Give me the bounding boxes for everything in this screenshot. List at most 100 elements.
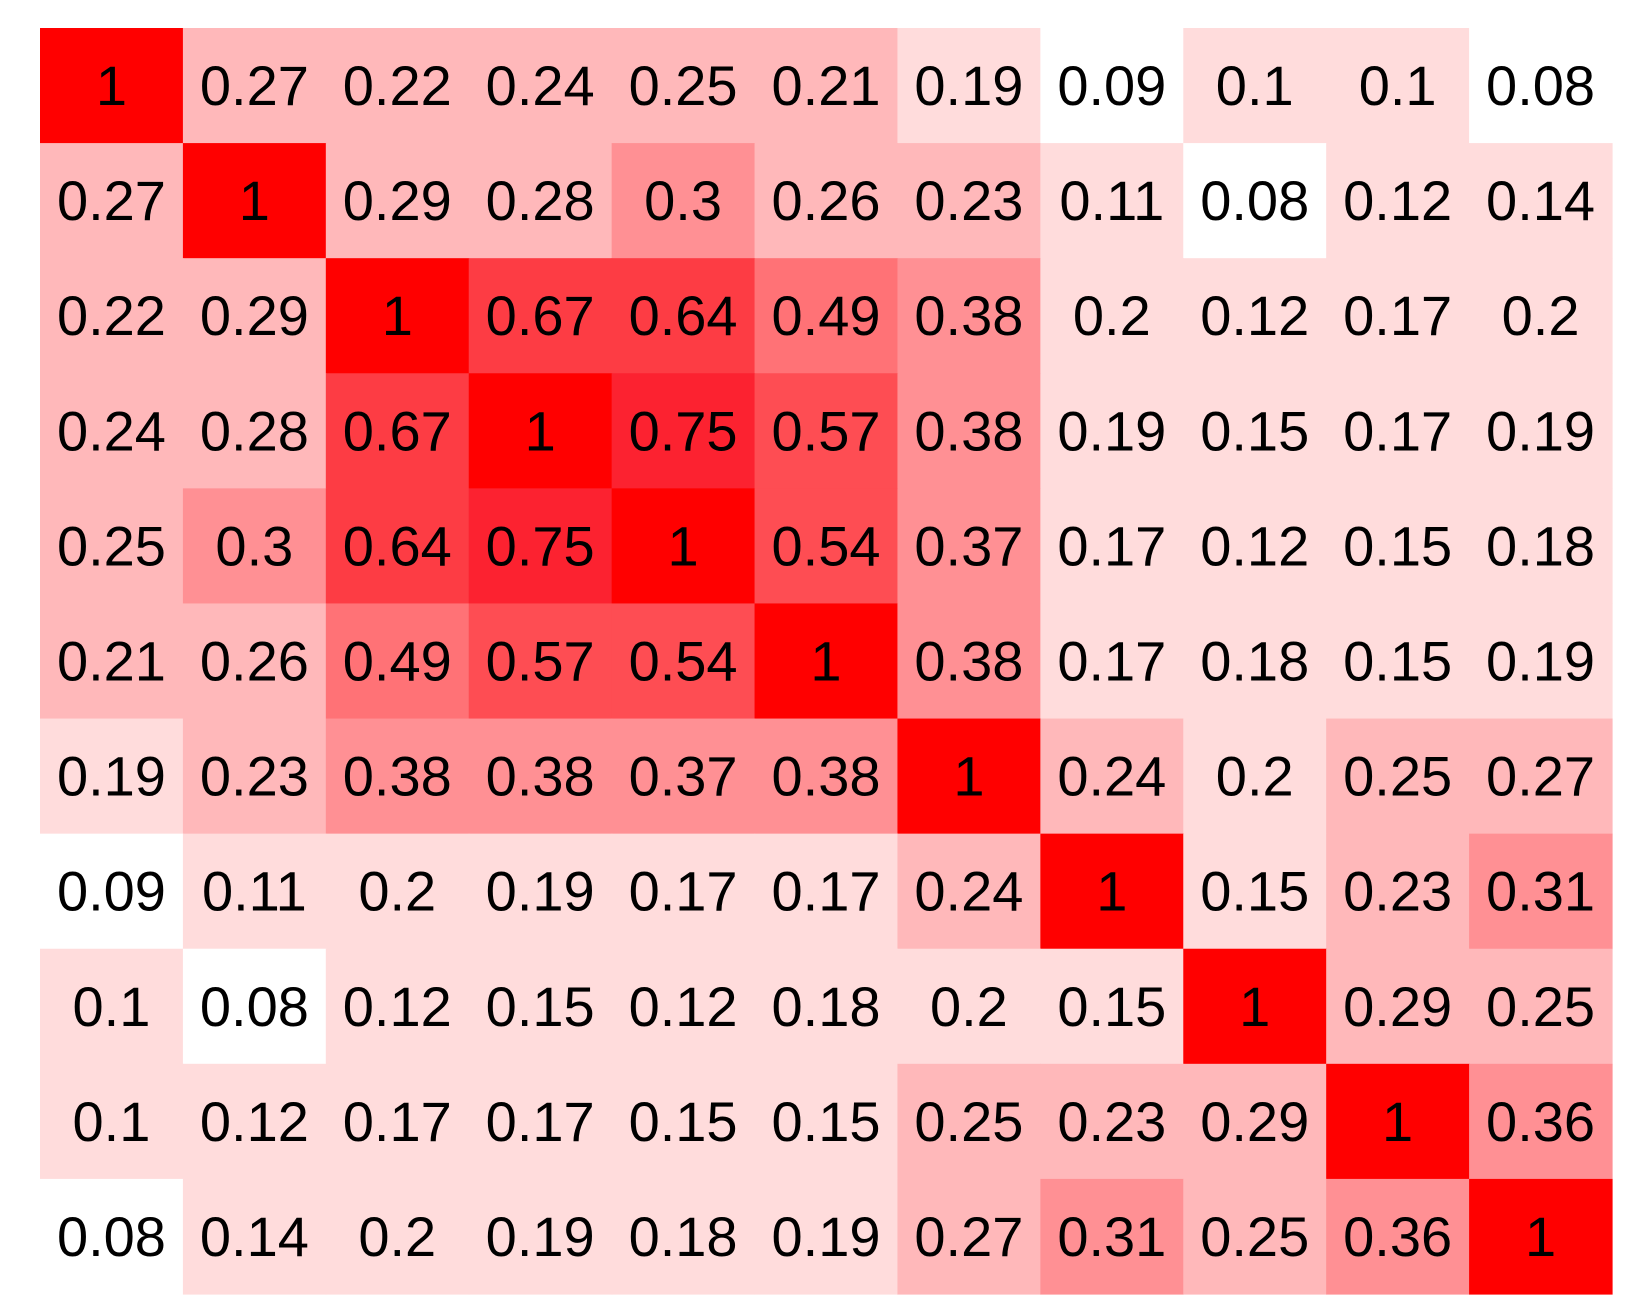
- heatmap-value-label-r8-c4: 0.19: [486, 860, 595, 923]
- heatmap-value-label-r2-c8: 0.11: [1059, 169, 1164, 232]
- heatmap-value-label-r5-c7: 0.37: [914, 514, 1023, 577]
- heatmap-value-label-r7-c9: 0.2: [1216, 745, 1294, 808]
- heatmap-cell-r9-c8: [1040, 948, 1184, 1065]
- heatmap-cell-r2-c7: [897, 143, 1041, 259]
- heatmap-value-label-r3-c2: 0.29: [200, 284, 309, 347]
- heatmap-value-label-r3-c10: 0.17: [1343, 284, 1452, 347]
- heatmap-value-label-r3-c3: 1: [382, 284, 413, 347]
- heatmap-value-label-r4-c10: 0.17: [1343, 399, 1452, 462]
- heatmap-cell-r3-c10: [1326, 258, 1470, 374]
- heatmap-cell-r7-c4: [468, 718, 613, 835]
- heatmap-value-label-r10-c2: 0.12: [200, 1090, 309, 1153]
- heatmap-cell-r11-c3: [325, 1178, 470, 1295]
- heatmap-value-label-r5-c4: 0.75: [486, 514, 595, 577]
- heatmap-value-label-r8-c2: 0.11: [202, 860, 307, 923]
- heatmap-value-label-r4-c2: 0.28: [200, 399, 309, 462]
- heatmap-cell-r11-c9: [1183, 1178, 1327, 1295]
- heatmap-cell-r1-c11: [1469, 28, 1613, 144]
- heatmap-cell-r11-c10: [1326, 1178, 1470, 1295]
- heatmap-cell-r10-c4: [468, 1063, 613, 1180]
- heatmap-value-label-r1-c6: 0.21: [772, 54, 881, 117]
- heatmap-value-label-r8-c8: 1: [1096, 860, 1127, 923]
- heatmap-cell-r10-c7: [897, 1063, 1041, 1180]
- heatmap-value-label-r9-c11: 0.25: [1486, 975, 1595, 1038]
- heatmap-cell-r3-c4: [468, 258, 613, 374]
- heatmap-value-label-r5-c10: 0.15: [1343, 514, 1452, 577]
- heatmap-cell-r3-c2: [182, 258, 327, 374]
- heatmap-cell-r6-c6: [754, 603, 899, 720]
- heatmap-value-label-r5-c3: 0.64: [343, 514, 452, 577]
- heatmap-value-label-r4-c3: 0.67: [343, 399, 452, 462]
- heatmap-value-label-r4-c7: 0.38: [914, 399, 1023, 462]
- heatmap-value-label-r6-c1: 0.21: [57, 630, 166, 693]
- heatmap-cell-r9-c1: [40, 948, 184, 1065]
- heatmap-cell-r9-c10: [1326, 948, 1470, 1065]
- heatmap-cell-r6-c11: [1469, 603, 1613, 720]
- heatmap-cell-r9-c5: [611, 948, 756, 1065]
- heatmap-value-label-r3-c11: 0.2: [1502, 284, 1580, 347]
- heatmap-cell-r4-c7: [897, 373, 1041, 489]
- heatmap-cell-r5-c10: [1326, 488, 1470, 605]
- heatmap-value-label-r3-c5: 0.64: [629, 284, 738, 347]
- heatmap-value-label-r4-c11: 0.19: [1486, 399, 1595, 462]
- heatmap-cell-r5-c7: [897, 488, 1041, 605]
- heatmap-value-label-r9-c9: 1: [1239, 975, 1270, 1038]
- heatmap-cell-r5-c2: [182, 488, 327, 605]
- heatmap-value-label-r1-c3: 0.22: [343, 54, 452, 117]
- heatmap-value-label-r2-c3: 0.29: [343, 169, 452, 232]
- heatmap-cell-r10-c6: [754, 1063, 899, 1180]
- heatmap-value-label-r11-c7: 0.27: [914, 1205, 1023, 1268]
- heatmap-value-label-r9-c4: 0.15: [486, 975, 595, 1038]
- heatmap-value-label-r7-c7: 1: [953, 745, 984, 808]
- heatmap-value-label-r6-c9: 0.18: [1200, 630, 1309, 693]
- heatmap-cell-r3-c8: [1040, 258, 1184, 374]
- heatmap-value-label-r2-c6: 0.26: [772, 169, 881, 232]
- heatmap-value-label-r4-c9: 0.15: [1200, 399, 1309, 462]
- heatmap-value-label-r6-c3: 0.49: [343, 630, 452, 693]
- heatmap-value-label-r5-c1: 0.25: [57, 514, 166, 577]
- heatmap-value-label-r11-c8: 0.31: [1057, 1205, 1166, 1268]
- heatmap-value-label-r7-c4: 0.38: [486, 745, 595, 808]
- heatmap-value-label-r4-c6: 0.57: [772, 399, 881, 462]
- heatmap-cell-r2-c2: [182, 143, 327, 259]
- heatmap-cell-r1-c2: [182, 28, 327, 144]
- heatmap-value-label-r1-c4: 0.24: [486, 54, 595, 117]
- heatmap-value-label-r3-c4: 0.67: [486, 284, 595, 347]
- heatmap-cell-r10-c3: [325, 1063, 470, 1180]
- heatmap-cell-r3-c9: [1183, 258, 1327, 374]
- heatmap-cell-r8-c2: [182, 833, 327, 950]
- heatmap-value-label-r7-c11: 0.27: [1486, 745, 1595, 808]
- heatmap-value-label-r9-c2: 0.08: [200, 975, 309, 1038]
- heatmap-value-label-r3-c1: 0.22: [57, 284, 166, 347]
- heatmap-value-label-r11-c9: 0.25: [1200, 1205, 1309, 1268]
- heatmap-cell-r6-c10: [1326, 603, 1470, 720]
- heatmap-value-label-r2-c10: 0.12: [1343, 169, 1452, 232]
- heatmap-cell-r6-c5: [611, 603, 756, 720]
- heatmap-cell-r6-c8: [1040, 603, 1184, 720]
- heatmap-cell-r4-c5: [611, 373, 756, 489]
- heatmap-cell-r7-c5: [611, 718, 756, 835]
- heatmap-value-label-r11-c2: 0.14: [200, 1205, 309, 1268]
- heatmap-value-label-r10-c4: 0.17: [486, 1090, 595, 1153]
- heatmap-value-label-r1-c5: 0.25: [629, 54, 738, 117]
- heatmap-value-label-r3-c8: 0.2: [1073, 284, 1151, 347]
- heatmap-value-label-r10-c11: 0.36: [1486, 1090, 1595, 1153]
- heatmap-value-label-r7-c8: 0.24: [1057, 745, 1166, 808]
- heatmap-value-label-r4-c1: 0.24: [57, 399, 166, 462]
- heatmap-cell-r4-c8: [1040, 373, 1184, 489]
- heatmap-value-label-r6-c10: 0.15: [1343, 630, 1452, 693]
- heatmap-cell-r5-c1: [40, 488, 184, 605]
- heatmap-value-label-r9-c6: 0.18: [772, 975, 881, 1038]
- heatmap-value-label-r1-c10: 0.1: [1359, 54, 1437, 117]
- heatmap-cell-r11-c2: [182, 1178, 327, 1295]
- heatmap-value-label-r5-c11: 0.18: [1486, 514, 1595, 577]
- heatmap-value-label-r10-c1: 0.1: [73, 1090, 151, 1153]
- heatmap-cell-r2-c11: [1469, 143, 1613, 259]
- heatmap-value-label-r11-c6: 0.19: [772, 1205, 881, 1268]
- heatmap-value-label-r5-c6: 0.54: [772, 514, 881, 577]
- heatmap-cell-r5-c8: [1040, 488, 1184, 605]
- heatmap-value-label-r5-c8: 0.17: [1057, 514, 1166, 577]
- heatmap-cell-r11-c7: [897, 1178, 1041, 1295]
- heatmap-cell-r11-c1: [40, 1178, 184, 1295]
